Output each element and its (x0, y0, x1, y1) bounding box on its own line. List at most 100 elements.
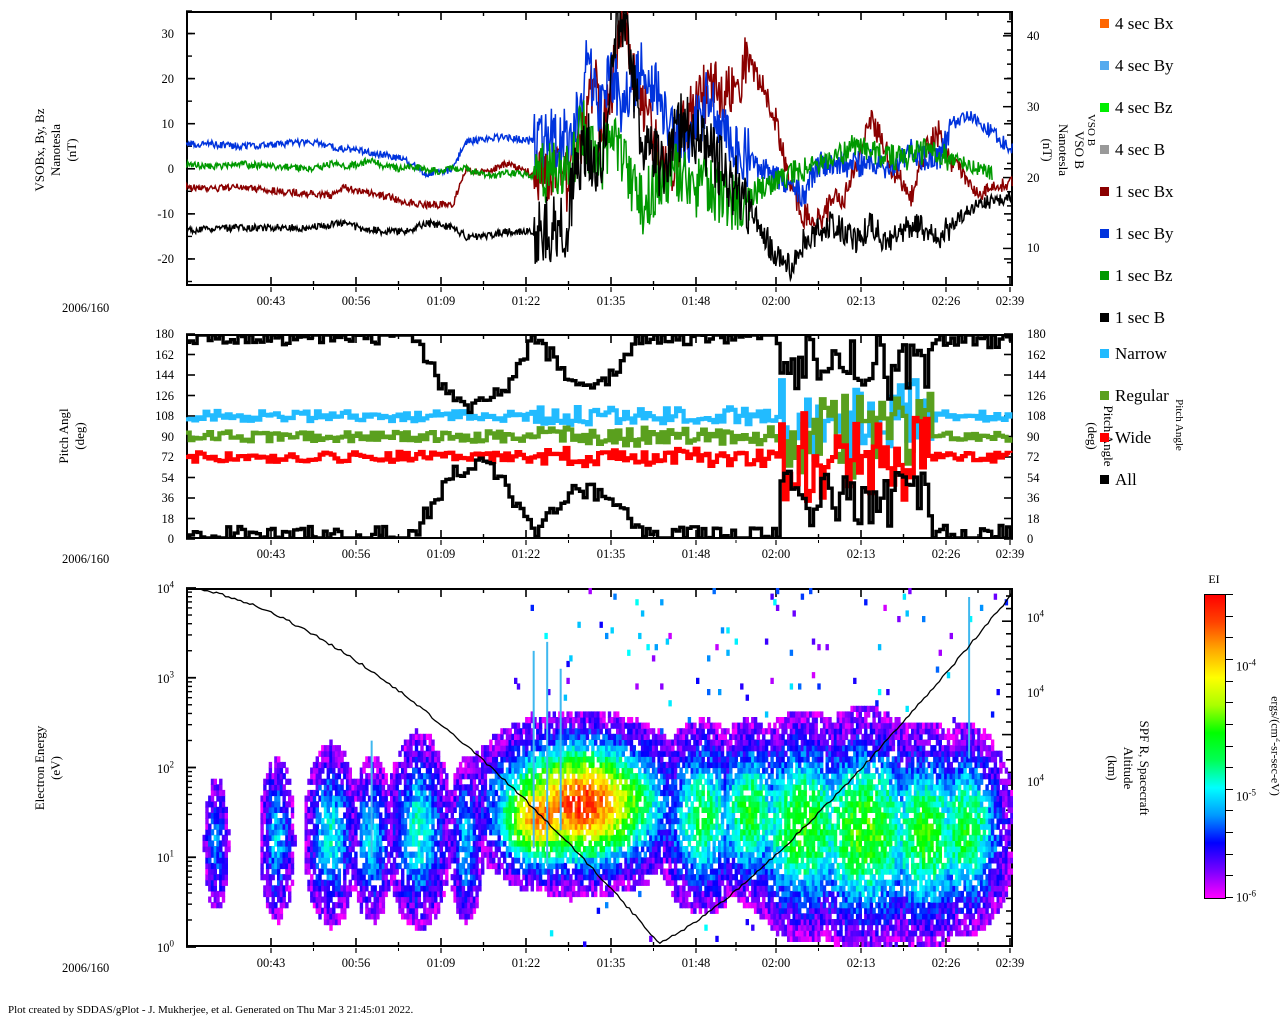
legend-item[interactable]: 1 sec B (1100, 308, 1165, 326)
axis-tick-label: 104 (157, 579, 174, 596)
colorbar-tick (1226, 594, 1233, 595)
legend-label: 4 sec By (1115, 55, 1174, 75)
colorbar-tick (1226, 745, 1233, 747)
axis-tick-label: 103 (157, 669, 174, 686)
legend-label: 1 sec Bz (1115, 265, 1173, 285)
axis-tick-label: 01:09 (426, 294, 456, 308)
legend-item[interactable]: Narrow (1100, 344, 1167, 362)
axis-tick-label: 180 (155, 326, 174, 341)
axis-tick-label: 01:35 (596, 294, 626, 308)
axis-tick-label: 72 (161, 449, 175, 464)
axis-tick-label: 126 (155, 388, 174, 403)
axis-tick-label: 02:13 (846, 294, 876, 308)
axis-tick-label: 01:22 (511, 956, 541, 970)
axis-tick-label: 18 (1027, 511, 1040, 526)
colorbar-tick (1226, 723, 1233, 725)
panel1-ylabel-left: VSOBx, By, Bz Nanotesla (nT) (32, 108, 79, 192)
colorbar-tick (1226, 832, 1233, 834)
legend-swatch-icon (1100, 144, 1109, 154)
colorbar-tick (1226, 615, 1233, 617)
legend-label: 1 sec Bx (1115, 181, 1174, 201)
legend-item[interactable]: 4 sec By (1100, 56, 1174, 74)
legend-label: All (1115, 469, 1137, 489)
colorbar-gradient (1204, 594, 1226, 899)
axis-tick-label: 00:43 (256, 294, 286, 308)
legend-label: 1 sec By (1115, 223, 1174, 243)
axis-tick-label: 104 (1027, 608, 1044, 625)
colorbar-tick-label: 10-6 (1236, 888, 1256, 905)
footer-credit: Plot created by SDDAS/gPlot - J. Mukherj… (8, 1004, 414, 1016)
axis-tick-label: 02:39 (995, 547, 1025, 561)
axis-tick-label: 30 (161, 26, 175, 41)
axis-tick-label: 101 (157, 848, 174, 866)
axis-tick-label: 00:43 (256, 547, 286, 561)
axis-tick-label: 02:39 (995, 956, 1025, 970)
axis-tick-label: 104 (1027, 683, 1044, 700)
legend-label: Narrow (1115, 343, 1167, 363)
legend-swatch-icon (1100, 432, 1109, 442)
legend-item[interactable]: 1 sec By (1100, 224, 1174, 242)
axis-tick-label: 02:26 (931, 956, 961, 970)
legend-label: Wide (1115, 427, 1152, 447)
axis-tick-label: 30 (1027, 99, 1040, 114)
axis-tick-label: 10 (161, 116, 175, 131)
colorbar-tick-label: 10-4 (1236, 657, 1256, 674)
colorbar-tick (1226, 637, 1233, 639)
legend-item[interactable]: 4 sec Bz (1100, 98, 1173, 116)
colorbar-tick (1226, 897, 1233, 898)
axis-tick-label: 00:43 (256, 956, 286, 970)
colorbar-tick-label: 10-5 (1236, 787, 1256, 804)
axis-tick-label: 108 (155, 408, 174, 423)
legend-swatch-icon (1100, 228, 1109, 238)
axis-tick-label: 01:48 (681, 956, 711, 970)
axis-tick-label: 00:56 (341, 956, 371, 970)
legend-item[interactable]: 1 sec Bz (1100, 266, 1173, 284)
legend-swatch-icon (1100, 348, 1109, 358)
axis-tick-label: 02:39 (995, 294, 1025, 308)
axis-tick-label: 36 (161, 490, 175, 505)
axis-tick-label: 01:22 (511, 547, 541, 561)
panel2-date-label: 2006/160 (62, 552, 110, 566)
axis-tick-label: 01:09 (426, 956, 456, 970)
legend-item[interactable]: 1 sec Bx (1100, 182, 1174, 200)
legend-item[interactable]: Wide (1100, 428, 1151, 446)
legend-label: 4 sec B (1115, 139, 1166, 159)
axis-tick-label: 72 (1027, 449, 1040, 464)
axis-tick-label: -10 (157, 206, 174, 221)
colorbar-units-label: ergs/(cm2-sr-sec-eV) (1268, 695, 1280, 796)
colorbar-tick (1226, 788, 1233, 790)
colorbar-tick (1226, 875, 1233, 877)
axis-tick-label: 01:22 (511, 294, 541, 308)
colorbar-tick (1226, 658, 1233, 660)
legend-group-title-vso-b: VSO B (1085, 113, 1097, 147)
axis-tick-label: 144 (155, 367, 174, 382)
colorbar-tick (1226, 702, 1233, 704)
axis-tick-label: 02:26 (931, 294, 961, 308)
legend-swatch-icon (1100, 270, 1109, 280)
legend-swatch-icon (1100, 312, 1109, 322)
axis-tick-label: 02:00 (761, 956, 791, 970)
legend-item[interactable]: 4 sec B (1100, 140, 1165, 158)
axis-tick-label: 02:00 (761, 547, 791, 561)
legend-item[interactable]: 4 sec Bx (1100, 14, 1174, 32)
colorbar-tick (1226, 680, 1233, 682)
axis-tick-label: 01:09 (426, 547, 456, 561)
legend-swatch-icon (1100, 18, 1109, 28)
axis-tick-label: 01:35 (596, 547, 626, 561)
axis-tick-label: 108 (1027, 408, 1046, 423)
axis-tick-label: 36 (1027, 490, 1040, 505)
legend-item[interactable]: All (1100, 470, 1137, 488)
axis-tick-label: 0 (167, 161, 174, 176)
axis-tick-label: 162 (155, 347, 174, 362)
axis-tick-label: 126 (1027, 388, 1046, 403)
colorbar-tick (1226, 810, 1233, 812)
panel3-ylabel-left: Electron Energy (eV) (32, 725, 63, 811)
axis-tick-label: 01:48 (681, 294, 711, 308)
colorbar-title: EI (1208, 572, 1220, 586)
panel2-ylabel-left: Pitch Angl (deg) (56, 408, 87, 464)
legend-item[interactable]: Regular (1100, 386, 1169, 404)
axis-tick-label: 90 (161, 429, 175, 444)
axis-tick-label: 54 (1027, 470, 1040, 485)
legend-swatch-icon (1100, 474, 1109, 484)
